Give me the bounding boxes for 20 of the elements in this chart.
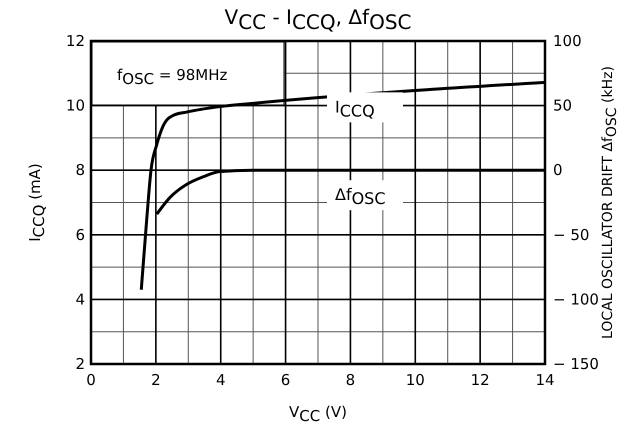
y2-tick-label: 50 bbox=[553, 96, 572, 115]
x-tick-label: 4 bbox=[216, 371, 226, 389]
x-tick-label: 0 bbox=[86, 371, 96, 389]
y2-tick-label: − 150 bbox=[553, 355, 599, 373]
x-tick-label: 2 bbox=[151, 371, 161, 389]
x-tick-label: 14 bbox=[535, 371, 555, 389]
y-tick-label: 2 bbox=[75, 355, 85, 373]
x-tick-label: 8 bbox=[346, 371, 356, 389]
x-tick-label: 10 bbox=[406, 371, 425, 389]
y-tick-label: 8 bbox=[75, 161, 85, 180]
y2-tick-label: 0 bbox=[553, 161, 563, 180]
x-tick-label: 12 bbox=[470, 371, 490, 389]
y2-tick-label: 100 bbox=[553, 32, 582, 50]
y-tick-label: 10 bbox=[66, 96, 85, 115]
y2-tick-label: − 50 bbox=[553, 226, 590, 244]
x-tick-label: 6 bbox=[280, 371, 290, 389]
y-tick-label: 4 bbox=[75, 290, 85, 308]
y-tick-label: 12 bbox=[66, 32, 85, 50]
y2-tick-label: − 100 bbox=[553, 290, 599, 308]
y-tick-label: 6 bbox=[75, 226, 85, 244]
